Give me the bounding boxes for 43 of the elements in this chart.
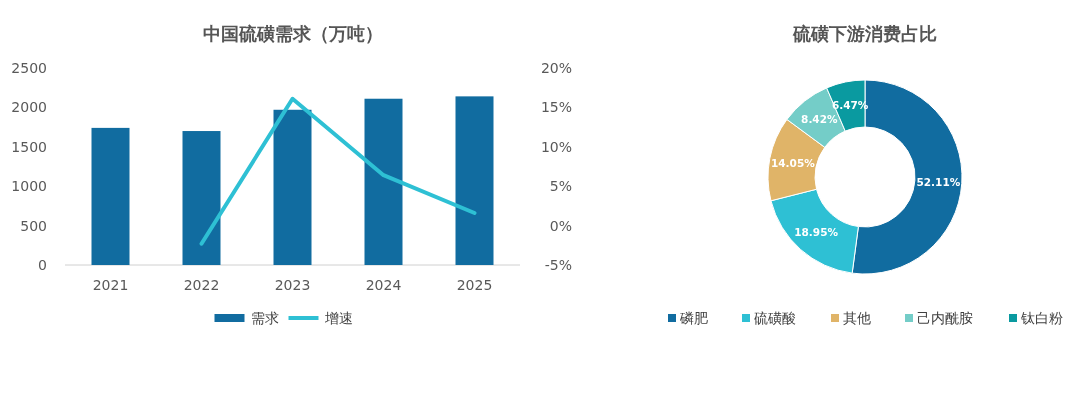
y-tick-label: 0 [38, 257, 47, 273]
y2-tick-label: 20% [540, 60, 572, 76]
bar [364, 98, 403, 265]
bar [182, 131, 221, 265]
y2-tick-label: 15% [540, 99, 572, 116]
y-tick-label: 500 [20, 217, 47, 234]
x-tick-label: 2023 [274, 277, 311, 293]
bar [455, 96, 494, 265]
legend-item: 己内酰胺 [905, 310, 973, 326]
legend-label: 磷肥 [679, 310, 708, 326]
data-label: 18.95% [794, 225, 839, 238]
y-tick-label: 1000 [11, 178, 47, 195]
bar [91, 127, 130, 265]
data-label: 14.05% [771, 156, 816, 169]
y-tick-label: 2000 [11, 99, 47, 116]
chart-title: 中国硫磺需求（万吨） [202, 23, 383, 44]
data-label: 52.11% [916, 175, 961, 188]
y2-tick-label: -5% [544, 257, 572, 273]
legend-item: 硫磺酸 [742, 310, 796, 326]
y-tick-label: 1500 [11, 138, 47, 155]
legend-item: 增速 [288, 310, 353, 326]
line-series [199, 96, 477, 246]
legend-item: 其他 [831, 310, 871, 326]
legend-label: 钛白粉 [1020, 310, 1063, 326]
y2-tick-label: 10% [540, 138, 572, 155]
legend-label: 其他 [843, 310, 871, 326]
y-tick-label: 2500 [11, 60, 47, 76]
x-tick-label: 2025 [456, 277, 493, 293]
legend-label: 己内酰胺 [917, 310, 973, 326]
y2-tick-label: 0% [549, 217, 572, 234]
legend-label: 需求 [250, 310, 279, 326]
data-label: 8.42% [801, 113, 838, 126]
legend-label: 硫磺酸 [754, 310, 796, 326]
legend-item: 需求 [214, 310, 279, 326]
y2-tick-label: 5% [549, 178, 572, 195]
x-tick-label: 2022 [183, 277, 220, 293]
x-tick-label: 2024 [365, 277, 402, 293]
chart-title: 硫磺下游消费占比 [792, 23, 937, 44]
bar [273, 109, 312, 265]
legend-item: 磷肥 [668, 310, 708, 326]
legend-label: 增速 [323, 310, 353, 326]
x-tick-label: 2021 [92, 277, 129, 293]
legend-item: 钛白粉 [1009, 310, 1063, 326]
